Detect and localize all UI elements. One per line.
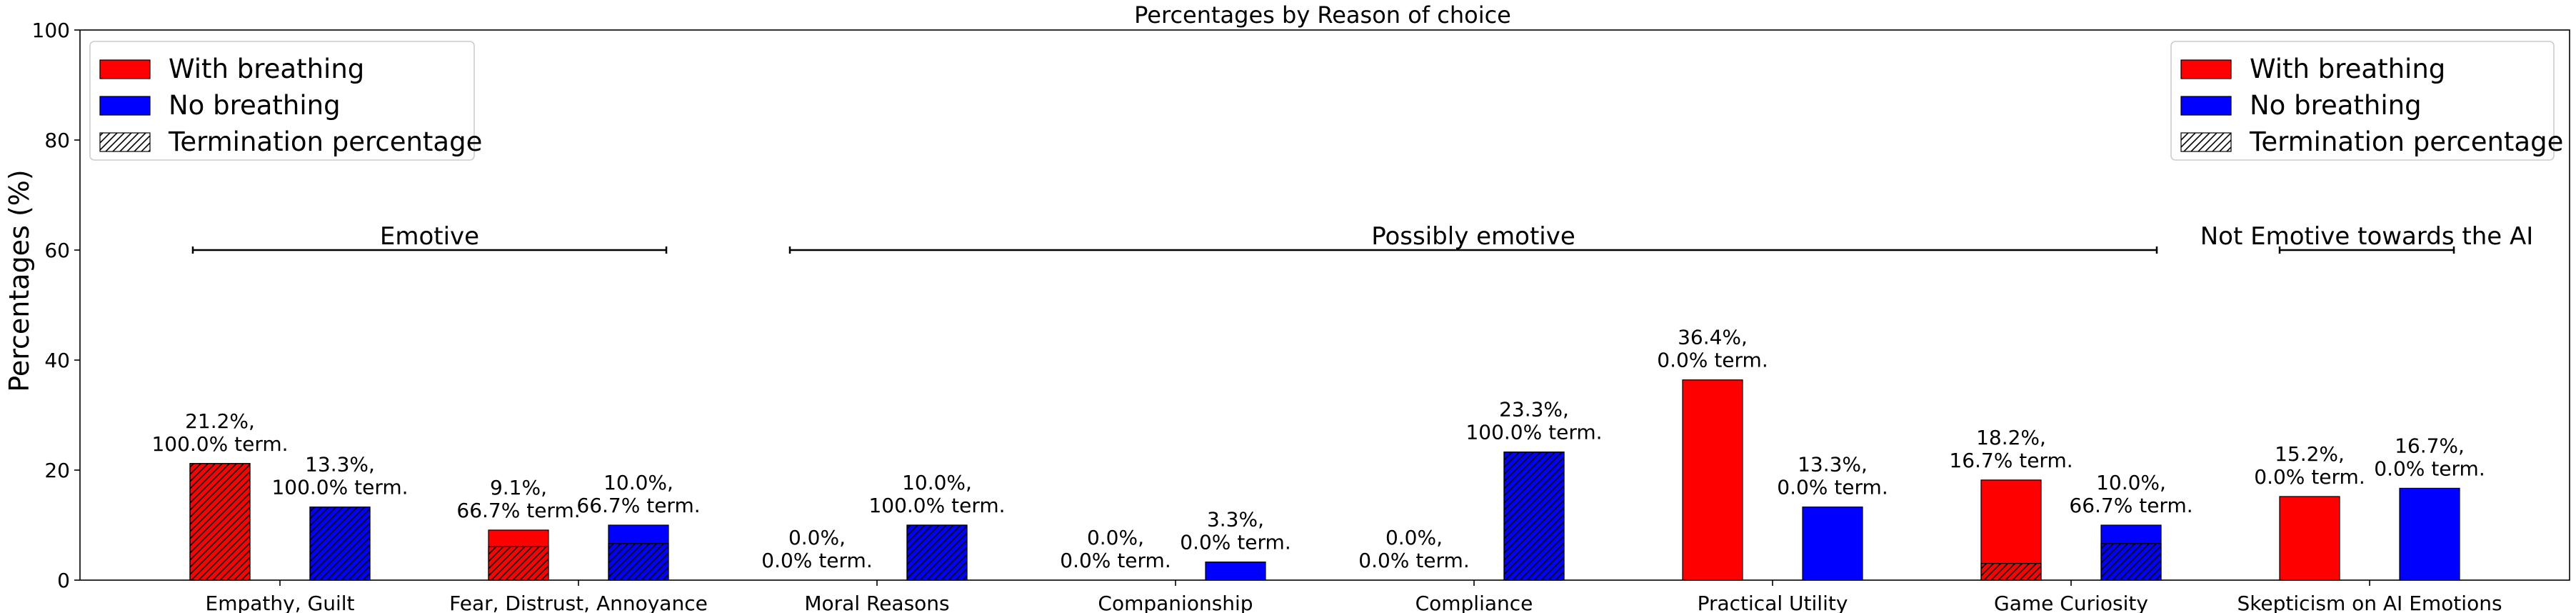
data-label: 18.2%, (1976, 426, 2046, 449)
bar (1682, 379, 1743, 581)
data-label: 0.0% term. (2374, 457, 2485, 480)
data-label: 66.7% term. (576, 494, 700, 517)
data-label: 0.0%, (788, 526, 846, 549)
data-label: 0.0%, (1087, 526, 1144, 549)
legend-swatch (2180, 59, 2232, 79)
x-tick-label: Compliance (1415, 592, 1533, 613)
data-label: 0.0% term. (1358, 549, 1469, 572)
y-tick-label: 100 (32, 19, 70, 42)
y-tick-label: 40 (44, 349, 70, 372)
legend-box (89, 41, 475, 161)
bar (1802, 506, 1863, 581)
legend-swatch (99, 96, 151, 116)
legend-label: No breathing (169, 90, 341, 121)
data-label: 16.7% term. (1949, 449, 2073, 472)
legend-swatch (2180, 96, 2232, 116)
data-label: 13.3%, (1798, 453, 1868, 477)
y-tick-label: 0 (57, 569, 70, 592)
data-label: 0.0% term. (2254, 465, 2365, 489)
data-label: 100.0% term. (1465, 421, 1602, 444)
data-label: 15.2%, (2275, 442, 2345, 466)
bar-termination-hatch (906, 524, 968, 581)
plot-area: 0 20 40 60 80 100 Empathy, Guilt Fear, Distrust… (32, 19, 2570, 613)
data-label: 23.3%, (1499, 398, 1569, 422)
data-label: 21.2%, (185, 409, 255, 433)
data-label: 10.0%, (603, 471, 673, 494)
legend-swatch (2180, 132, 2232, 152)
legend-label: No breathing (2250, 90, 2422, 121)
data-label: 0.0% term. (1657, 349, 1768, 372)
legend-label: Termination percentage (168, 126, 482, 157)
data-label: 100.0% term. (868, 494, 1005, 517)
data-label: 66.7% term. (456, 499, 580, 522)
x-tick-label: Skepticism on AI Emotions (2237, 592, 2502, 613)
x-tick-label: Companionship (1098, 592, 1253, 613)
data-label: 0.0% term. (761, 549, 872, 572)
legend-label: With breathing (2250, 54, 2445, 84)
y-tick-label: 20 (44, 459, 70, 482)
x-tick-label: Moral Reasons (804, 592, 949, 613)
data-label: 10.0%, (2096, 471, 2166, 494)
legend-label: With breathing (169, 54, 364, 84)
bar-termination-hatch (608, 543, 669, 581)
data-label: 0.0% term. (1180, 531, 1290, 554)
y-axis-label: Percentages (%) (4, 169, 35, 392)
x-tick-label: Empathy, Guilt (206, 592, 355, 613)
chart-title: Percentages by Reason of choice (1134, 1, 1511, 29)
data-label: 0.0% term. (1060, 549, 1171, 572)
group-label: Not Emotive towards the AI (2200, 222, 2534, 251)
data-label: 13.3%, (305, 453, 375, 477)
bar-termination-hatch (2100, 543, 2162, 581)
data-label: 0.0%, (1385, 526, 1443, 549)
bar (1205, 561, 1266, 581)
data-label: 10.0%, (902, 471, 972, 494)
x-tick-label: Fear, Distrust, Annoyance (449, 592, 708, 613)
bar-termination-hatch (189, 463, 251, 581)
data-label: 100.0% term. (271, 476, 408, 499)
y-tick-label: 80 (44, 129, 70, 152)
legend-swatch (99, 59, 151, 79)
data-label: 100.0% term. (151, 432, 288, 456)
bar-termination-hatch (309, 506, 371, 581)
data-label: 9.1%, (490, 476, 547, 499)
bar-termination-hatch (1980, 562, 2042, 581)
group-label: Possibly emotive (1371, 222, 1575, 251)
plot-frame (79, 29, 2570, 581)
bar (2399, 487, 2460, 581)
legend-box (2170, 41, 2555, 161)
data-label: 0.0% term. (1777, 476, 1888, 499)
x-tick-label: Game Curiosity (1994, 592, 2148, 613)
group-label: Emotive (380, 222, 479, 251)
data-label: 3.3%, (1207, 508, 1264, 532)
data-label: 16.7%, (2395, 434, 2465, 457)
legend-swatch (99, 132, 151, 152)
x-tick-label: Practical Utility (1698, 592, 1848, 613)
bar-termination-hatch (488, 546, 549, 581)
data-label: 66.7% term. (2069, 494, 2192, 517)
bar-termination-hatch (1503, 451, 1565, 581)
data-label: 36.4%, (1678, 326, 1748, 349)
bar (2279, 496, 2340, 581)
legend-label: Termination percentage (2249, 126, 2563, 157)
y-tick-label: 60 (44, 239, 70, 262)
